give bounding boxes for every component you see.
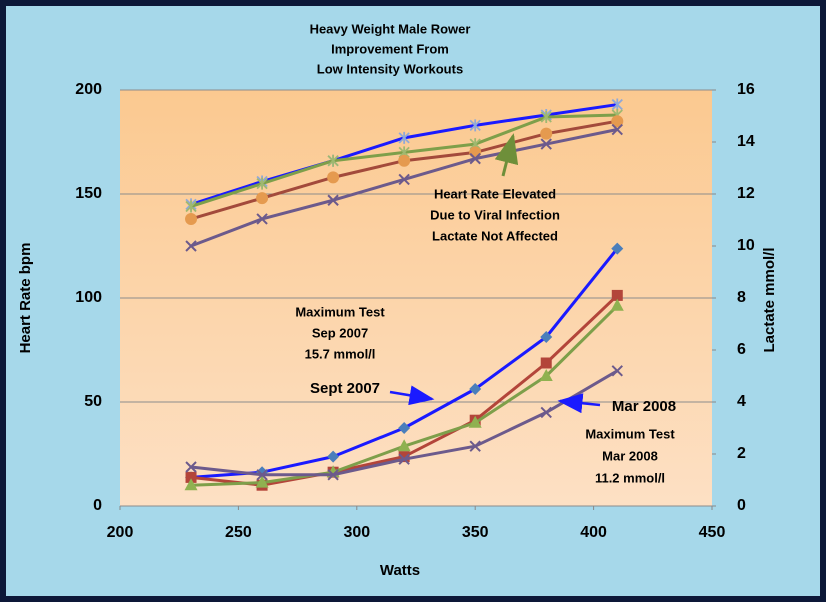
marker [540, 138, 552, 150]
marker [327, 154, 339, 167]
y-tick-label: 0 [93, 497, 102, 514]
annotation: Mar 2008 [612, 398, 676, 415]
annotation: Maximum Test [585, 426, 675, 441]
x-tick-label: 400 [580, 524, 607, 541]
annotation: Heart Rate Elevated [434, 186, 556, 201]
annotation: Due to Viral Infection [430, 207, 560, 222]
y-axis-label: Heart Rate bpm [17, 243, 34, 354]
marker [255, 475, 269, 488]
marker [540, 406, 552, 419]
marker [327, 469, 339, 481]
marker [398, 422, 411, 434]
y2-tick-label: 16 [737, 81, 755, 98]
annotation: Sept 2007 [310, 380, 380, 397]
y-tick-label: 150 [75, 185, 102, 202]
marker [398, 173, 410, 186]
marker [540, 357, 552, 369]
marker [256, 177, 268, 190]
marker [327, 450, 340, 463]
chart-title: Heavy Weight Male Rower [310, 21, 471, 36]
marker [397, 439, 411, 452]
marker [256, 192, 269, 205]
x-tick-label: 250 [225, 524, 252, 541]
y2-tick-label: 6 [737, 341, 746, 358]
marker [398, 131, 410, 144]
marker [469, 152, 481, 165]
y2-tick-label: 4 [737, 393, 746, 410]
arrow [494, 133, 519, 177]
marker [185, 200, 197, 213]
marker [611, 365, 623, 377]
x-axis-label: Watts [380, 562, 420, 579]
y-tick-label: 200 [75, 81, 102, 98]
marker [185, 212, 198, 225]
chart-title: Improvement From [331, 41, 449, 56]
marker [184, 478, 198, 491]
chart-title: Low Intensity Workouts [317, 61, 463, 76]
marker [327, 171, 340, 184]
y2-tick-label: 12 [737, 185, 755, 202]
marker [540, 111, 552, 124]
y2-tick-label: 8 [737, 289, 746, 306]
y2-tick-label: 0 [737, 497, 746, 514]
annotation: Maximum Test [295, 304, 385, 319]
marker [610, 298, 624, 311]
marker [185, 461, 197, 473]
marker [398, 453, 410, 465]
y2-axis-label: Lactate mmol/l [761, 247, 778, 352]
arrow [557, 393, 601, 414]
x-tick-label: 450 [699, 524, 726, 541]
y2-tick-label: 2 [737, 445, 746, 462]
y-tick-label: 100 [75, 289, 102, 306]
marker [611, 123, 623, 136]
marker [611, 242, 624, 255]
x-tick-label: 300 [343, 524, 370, 541]
marker [611, 115, 624, 128]
arrow [389, 385, 435, 406]
marker [398, 154, 411, 167]
marker [469, 119, 481, 132]
marker [539, 369, 553, 381]
annotation: 15.7 mmol/l [305, 346, 376, 361]
marker [398, 451, 410, 463]
marker [540, 127, 553, 140]
marker [469, 440, 481, 452]
marker [611, 289, 623, 301]
marker [185, 471, 197, 483]
y2-tick-label: 10 [737, 237, 755, 254]
marker [611, 98, 623, 111]
marker [256, 469, 268, 481]
x-tick-label: 350 [462, 524, 489, 541]
marker [327, 194, 339, 206]
y-tick-label: 50 [84, 393, 102, 410]
annotation: Lactate Not Affected [432, 228, 558, 243]
marker [469, 383, 482, 395]
marker [185, 240, 197, 252]
y2-tick-label: 14 [737, 133, 755, 150]
annotation: Sep 2007 [312, 325, 368, 340]
marker [468, 415, 482, 428]
annotation: 11.2 mmol/l [595, 470, 665, 485]
annotation: Mar 2008 [602, 448, 658, 463]
marker [540, 331, 553, 343]
marker [256, 213, 268, 225]
x-tick-label: 200 [107, 524, 134, 541]
